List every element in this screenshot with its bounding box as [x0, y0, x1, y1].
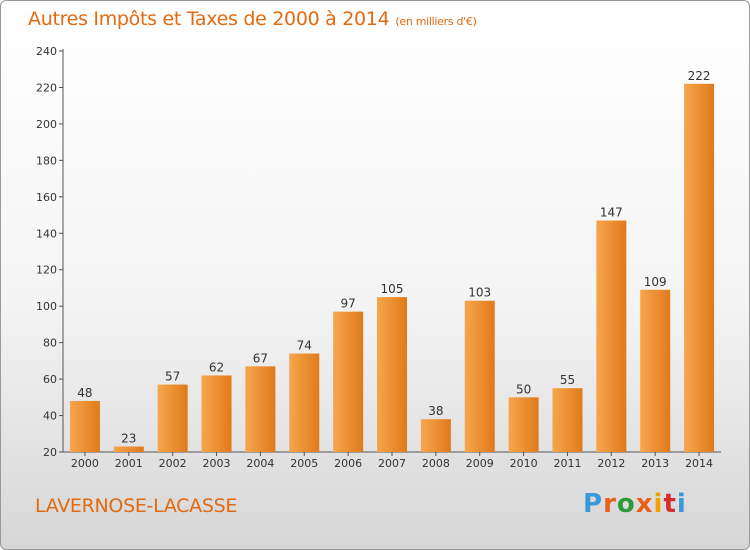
chart-title: Autres Impôts et Taxes de 2000 à 2014 (en…	[28, 8, 477, 30]
x-tick-label: 2011	[553, 457, 581, 470]
x-tick-label: 2002	[159, 457, 187, 470]
bar-value-label: 109	[644, 275, 667, 289]
bar-value-label: 222	[688, 69, 711, 83]
x-tick-label: 2005	[290, 457, 318, 470]
bar-value-label: 38	[428, 404, 443, 418]
bar-value-label: 50	[516, 382, 531, 396]
x-tick-label: 2003	[203, 457, 231, 470]
x-tick-label: 2014	[685, 457, 713, 470]
y-tick-label: 180	[36, 154, 57, 167]
bar-value-label: 147	[600, 206, 623, 220]
x-tick-label: 2000	[71, 457, 99, 470]
x-tick-label: 2006	[334, 457, 362, 470]
logo-letter: i	[676, 489, 687, 519]
bar-value-label: 48	[77, 386, 92, 400]
bar	[684, 83, 715, 453]
y-tick-label: 20	[43, 446, 57, 459]
bar	[201, 375, 232, 452]
y-tick-label: 80	[43, 337, 57, 350]
logo-letter: t	[663, 489, 677, 519]
logo-letter: P	[583, 489, 604, 519]
logo-letter: x	[635, 489, 654, 519]
bar	[640, 289, 671, 452]
y-tick-label: 220	[36, 81, 57, 94]
bar	[596, 220, 627, 452]
bar	[420, 419, 451, 452]
x-tick-label: 2001	[115, 457, 143, 470]
bar	[333, 311, 364, 452]
x-tick-label: 2009	[466, 457, 494, 470]
y-tick-label: 120	[36, 264, 57, 277]
y-tick-label: 240	[36, 45, 57, 58]
bar-value-label: 55	[560, 373, 575, 387]
bar-value-label: 105	[381, 282, 404, 296]
x-tick-label: 2007	[378, 457, 406, 470]
bar-value-label: 57	[165, 370, 180, 384]
logo-letter: i	[653, 489, 664, 519]
bar	[157, 384, 188, 452]
bar	[289, 353, 320, 452]
x-tick-label: 2012	[597, 457, 625, 470]
bar	[552, 388, 583, 452]
bar-value-label: 67	[253, 351, 268, 365]
logo-letter: r	[603, 489, 617, 519]
bar	[245, 366, 276, 452]
y-tick-label: 160	[36, 191, 57, 204]
bar-value-label: 23	[121, 432, 136, 446]
y-tick-label: 140	[36, 227, 57, 240]
bar-value-label: 62	[209, 360, 224, 374]
commune-name: LAVERNOSE-LACASSE	[35, 495, 238, 517]
chart-unit: (en milliers d'€)	[395, 15, 477, 28]
chart-title-text: Autres Impôts et Taxes de 2000 à 2014	[28, 8, 390, 30]
logo-letter: o	[616, 489, 636, 519]
y-tick-label: 40	[43, 410, 57, 423]
bar	[508, 397, 539, 452]
bar	[69, 400, 100, 452]
y-tick-label: 100	[36, 300, 57, 313]
x-tick-label: 2013	[641, 457, 669, 470]
x-tick-label: 2008	[422, 457, 450, 470]
y-tick-label: 200	[36, 118, 57, 131]
bar	[113, 446, 144, 452]
bar	[464, 300, 495, 452]
bar-value-label: 74	[297, 339, 312, 353]
bar-value-label: 103	[468, 286, 491, 300]
x-tick-label: 2010	[510, 457, 538, 470]
bar	[377, 297, 407, 452]
bar-value-label: 97	[340, 297, 355, 311]
y-tick-label: 60	[43, 373, 57, 386]
proxiti-logo: Proxiti	[583, 489, 687, 519]
x-tick-label: 2004	[246, 457, 274, 470]
